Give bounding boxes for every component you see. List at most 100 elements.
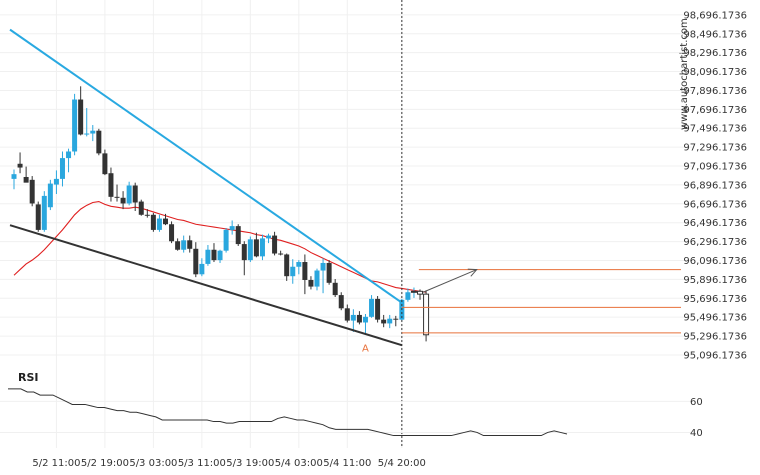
candle-body-down <box>381 319 387 324</box>
candle-body-up <box>350 314 356 321</box>
candle-body-down <box>193 248 199 275</box>
candle-body-down <box>308 279 314 287</box>
candle-body-down <box>144 214 150 216</box>
candle-body-up <box>320 262 326 271</box>
candle-body-down <box>132 185 138 203</box>
candle-body-down <box>332 282 338 296</box>
time-tick-label: 5/4 20:00 <box>378 458 426 469</box>
support-trendline <box>9 224 403 347</box>
candle-body-down <box>169 224 175 242</box>
rsi-title: RSI <box>18 371 39 384</box>
time-tick-label: 5/2 11:00 <box>32 458 80 469</box>
rsi-line <box>8 388 568 437</box>
candle-body-up <box>181 240 187 250</box>
candle-body-down <box>241 244 247 261</box>
candle-body-up <box>229 226 235 230</box>
candle-body-up <box>259 238 265 257</box>
moving-average-line <box>13 200 427 293</box>
price-tick-label: 97,296.1736 <box>683 143 747 154</box>
time-tick-label: 5/4 11:00 <box>323 458 371 469</box>
price-tick-label: 95,896.1736 <box>683 275 747 286</box>
pattern-overlay: A <box>9 0 681 448</box>
candle-body-down <box>278 253 284 255</box>
forecast-arrow-line <box>422 269 477 293</box>
candle-body-up <box>296 262 302 267</box>
candle-body-down <box>253 239 259 257</box>
price-tick-label: 95,096.1736 <box>683 350 747 361</box>
candle-body-down <box>23 176 29 183</box>
candle-body-up <box>247 239 253 261</box>
price-tick-label: 98,496.1736 <box>683 29 747 40</box>
candle-body-up <box>314 270 320 287</box>
forecast-arrow-head <box>467 268 478 277</box>
price-tick-label: 96,096.1736 <box>683 256 747 267</box>
price-tick-label: 95,696.1736 <box>683 294 747 305</box>
candle-body-up <box>126 185 132 204</box>
candle-body-up <box>290 266 296 277</box>
watermark-text: www.autochartist.com <box>679 18 690 130</box>
candle-body-up <box>223 229 229 251</box>
candle-body-up <box>66 151 72 159</box>
candle-body-up <box>266 235 272 239</box>
candle-body-down <box>272 235 278 254</box>
candle-body-forecast <box>417 290 424 295</box>
candle-body-down <box>138 201 144 215</box>
time-tick-label: 5/3 03:00 <box>129 458 177 469</box>
candle-body-up <box>369 298 375 317</box>
candle-body-down <box>35 204 41 230</box>
candle-body-up <box>11 174 17 179</box>
price-tick-label: 95,296.1736 <box>683 332 747 343</box>
candle-body-up <box>362 316 368 323</box>
price-tick-label: 96,496.1736 <box>683 218 747 229</box>
candle-body-up <box>53 178 59 185</box>
price-tick-label: 96,696.1736 <box>683 199 747 210</box>
price-tick-label: 95,496.1736 <box>683 313 747 324</box>
time-tick-label: 5/3 19:00 <box>226 458 274 469</box>
price-tick-label: 97,696.1736 <box>683 105 747 116</box>
candle-body-up <box>217 250 223 261</box>
price-tick-label: 96,296.1736 <box>683 237 747 248</box>
candle-body-up <box>205 249 211 264</box>
candle-body-up <box>72 99 78 152</box>
candle-body-down <box>211 249 217 261</box>
candle-body-up <box>84 133 90 135</box>
candle-body-down <box>17 163 23 168</box>
candle-body-down <box>150 214 156 230</box>
candle-body-down <box>29 179 35 204</box>
candle-body-up <box>156 218 162 230</box>
candle-body-up <box>47 183 53 208</box>
candles-layer <box>11 86 430 342</box>
candle-body-down <box>108 173 114 197</box>
price-axis: 98,696.1736 98,496.1736 98,296.1736 98,096.… <box>683 10 747 361</box>
candle-body-down <box>96 130 102 154</box>
candle-body-down <box>375 298 381 320</box>
candle-body-down <box>175 241 181 250</box>
candle-body-down <box>393 318 399 320</box>
candle-body-down <box>102 153 108 175</box>
price-tick-label: 97,896.1736 <box>683 86 747 97</box>
candle-body-down <box>235 226 241 245</box>
candle-body-up <box>387 318 393 324</box>
candle-body-up <box>90 130 96 134</box>
pattern-point-label: A <box>362 343 369 354</box>
candle-body-up <box>199 263 205 275</box>
price-tick-label: 98,296.1736 <box>683 48 747 59</box>
rsi-tick-label: 40 <box>690 428 703 439</box>
rsi-panel: 60 40 <box>0 388 703 439</box>
candle-body-up <box>405 292 411 300</box>
candle-body-down <box>187 240 193 249</box>
candle-body-down <box>163 218 168 225</box>
resistance-trendline <box>9 28 403 304</box>
time-tick-label: 5/2 19:00 <box>81 458 129 469</box>
price-tick-label: 96,896.1736 <box>683 180 747 191</box>
candle-body-forecast <box>410 290 417 293</box>
time-axis: 5/2 11:00 5/2 19:00 5/3 03:00 5/3 11:00 5/3 … <box>32 458 426 469</box>
candle-body-down <box>120 197 126 204</box>
candle-body-down <box>326 262 332 283</box>
moving-average-layer <box>13 200 427 293</box>
candle-body-down <box>114 196 120 198</box>
candle-body-down <box>284 254 290 277</box>
candle-body-down <box>356 314 362 323</box>
price-tick-label: 98,696.1736 <box>683 10 747 21</box>
